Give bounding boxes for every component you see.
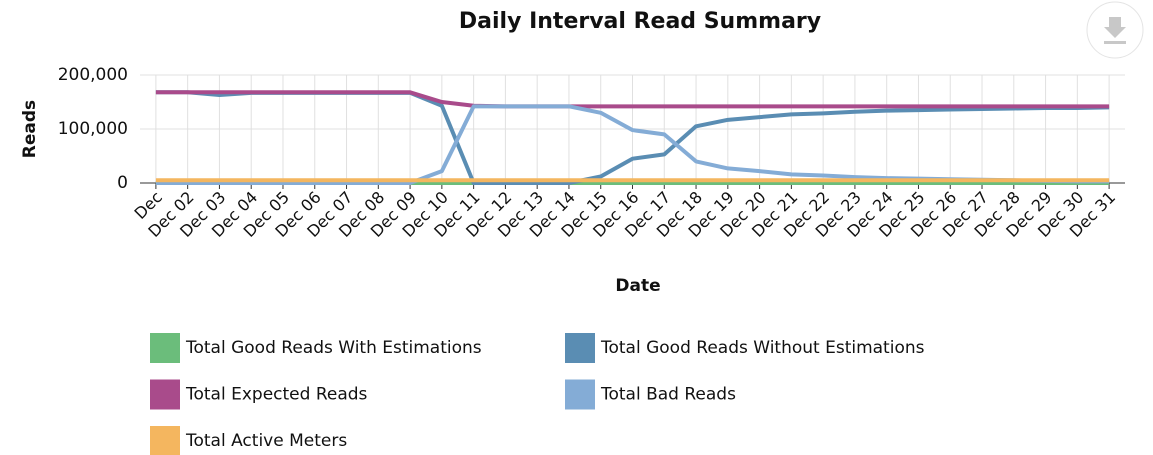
download-button[interactable] xyxy=(1086,1,1144,59)
y-tick-label: 100,000 xyxy=(58,119,128,139)
legend-swatch xyxy=(150,333,180,363)
legend-swatch xyxy=(150,426,180,455)
legend-item: Total Active Meters xyxy=(150,426,347,455)
legend-swatch xyxy=(150,379,180,410)
chart-title: Daily Interval Read Summary xyxy=(459,9,821,34)
legend-item: Total Bad Reads xyxy=(565,379,736,410)
legend-label: Total Good Reads With Estimations xyxy=(185,338,482,358)
y-tick-label: 0 xyxy=(117,173,128,193)
legend-label: Total Bad Reads xyxy=(600,385,736,405)
legend-label: Total Active Meters xyxy=(185,431,347,451)
legend-item: Total Good Reads With Estimations xyxy=(150,333,482,363)
legend-swatch xyxy=(565,379,595,410)
x-axis-title: Date xyxy=(615,276,660,296)
legend-item: Total Good Reads Without Estimations xyxy=(565,333,925,363)
y-axis-title: Reads xyxy=(20,100,40,158)
y-tick-label: 200,000 xyxy=(58,65,128,85)
download-icon[interactable] xyxy=(1104,17,1126,44)
series-line xyxy=(155,90,1110,109)
legend-item: Total Expected Reads xyxy=(150,379,368,410)
legend-swatch xyxy=(565,333,595,363)
legend-label: Total Good Reads Without Estimations xyxy=(600,338,925,358)
legend-label: Total Expected Reads xyxy=(185,385,368,405)
